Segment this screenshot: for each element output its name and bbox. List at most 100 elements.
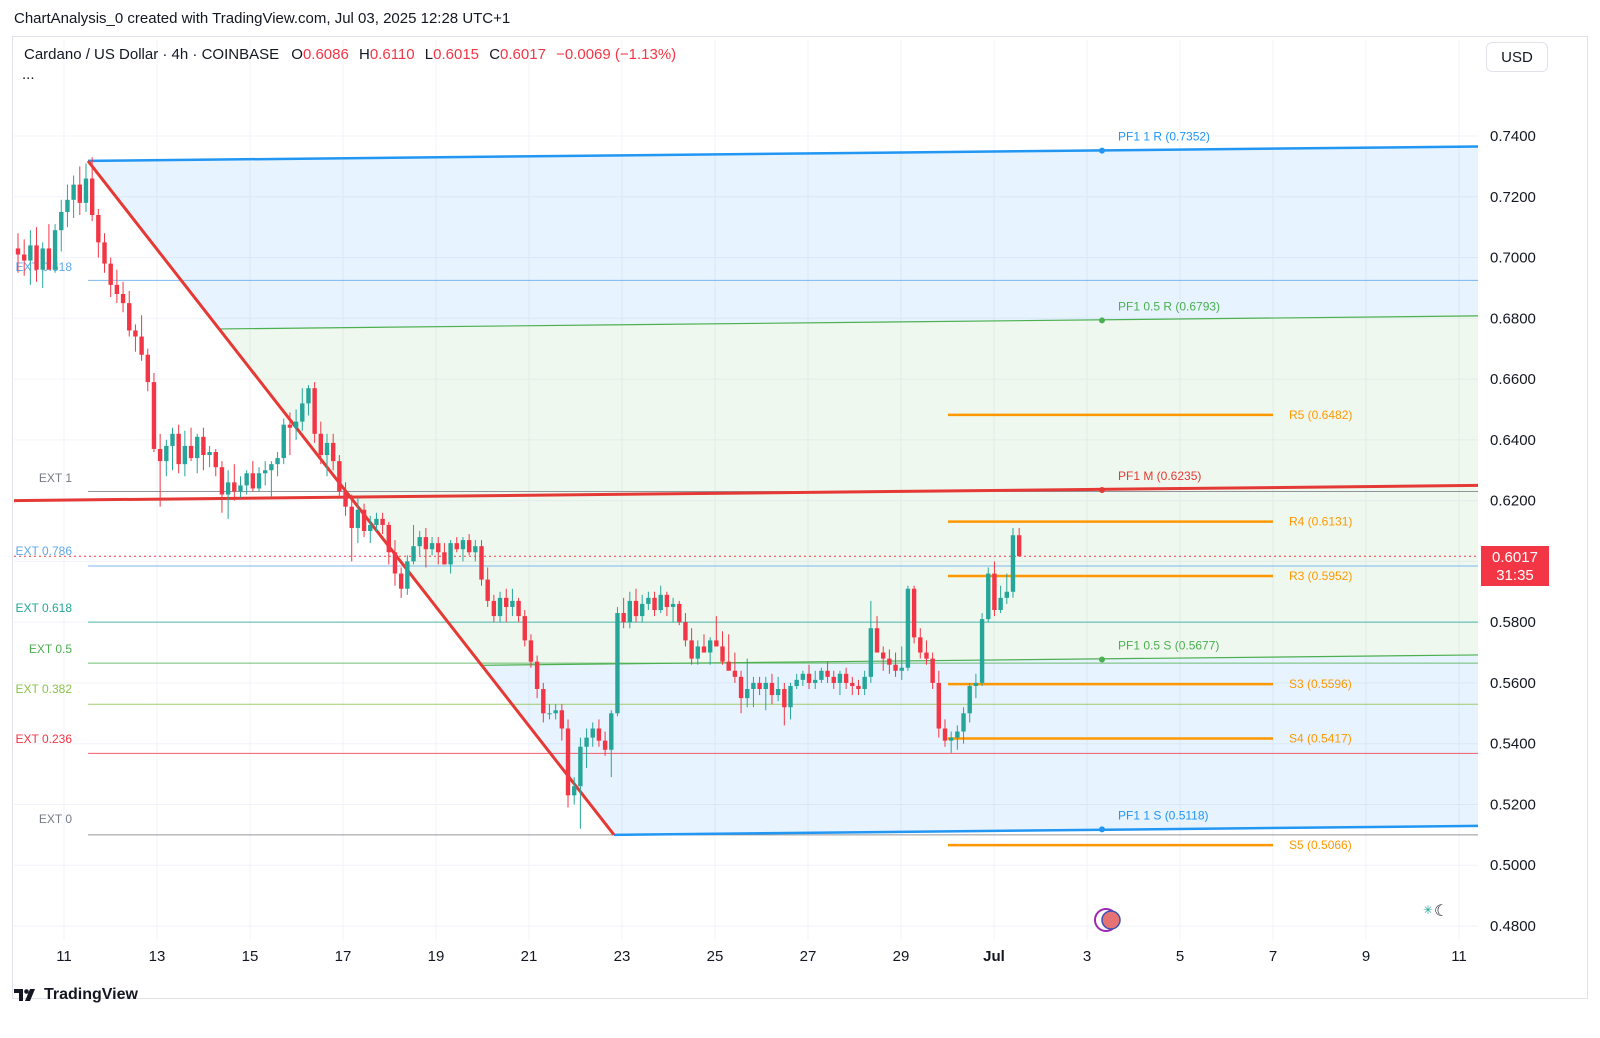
candle-body <box>942 728 948 741</box>
candle-body <box>522 616 527 641</box>
candle-body <box>837 673 843 683</box>
candle-body <box>182 445 188 465</box>
pitchfork-fills <box>88 146 1478 835</box>
candle-body <box>553 710 558 714</box>
pivot-level-label: S4 (0.5417) <box>1289 732 1352 746</box>
lower-zone-fill <box>480 654 1478 835</box>
candle-body <box>466 540 472 553</box>
candle-body <box>918 637 923 653</box>
candle-body <box>547 713 552 715</box>
candle-body <box>300 403 305 422</box>
candle-body <box>955 731 960 738</box>
price-tick-label: 0.6800 <box>1490 310 1536 327</box>
candle-body <box>164 445 169 462</box>
candle-body <box>398 573 404 589</box>
candle-body <box>176 433 181 465</box>
candle-body <box>21 254 27 261</box>
candle-body <box>83 178 89 203</box>
currency-button[interactable]: USD <box>1486 42 1548 72</box>
symbol-name: Cardano / US Dollar · 4h · COINBASE <box>24 46 280 63</box>
fib-extension-label: EXT 0 <box>39 812 72 826</box>
candle-body <box>806 673 812 683</box>
candle-body <box>250 473 256 489</box>
price-tick-label: 0.6600 <box>1490 371 1536 388</box>
fib-extension-label: EXT 0.236 <box>16 732 73 746</box>
candle-body <box>275 458 280 465</box>
candle-body <box>738 676 744 699</box>
candle-body <box>510 600 515 607</box>
pitchfork-level-label: PF1 1 S (0.5118) <box>1118 808 1209 822</box>
pivot-level-label: R4 (0.6131) <box>1289 515 1352 529</box>
pitchfork-anchor-dot <box>1099 656 1105 663</box>
candle-body <box>541 689 546 714</box>
candle-body <box>405 561 410 589</box>
candle-body <box>862 676 867 689</box>
candle-body <box>127 303 132 331</box>
time-tick-label: 27 <box>800 948 817 965</box>
candle-body <box>108 263 113 285</box>
candle-body <box>850 682 855 686</box>
candle-body <box>207 452 212 456</box>
candle-body <box>34 245 39 270</box>
candle-body <box>732 670 738 677</box>
credit-line: ChartAnalysis_0 created with TradingView… <box>14 10 511 27</box>
fib-extension-label: EXT 0.786 <box>16 544 73 558</box>
time-tick-label: 7 <box>1269 948 1277 965</box>
candle-body <box>28 245 33 261</box>
candle-body <box>337 461 342 492</box>
candle-body <box>330 442 336 462</box>
candle-body <box>646 597 651 604</box>
candle-body <box>368 524 373 531</box>
candle-body <box>967 685 972 714</box>
pitchfork-half-r-line <box>219 315 1479 330</box>
candle-body <box>788 685 793 708</box>
pivot-level-label: S5 (0.5066) <box>1289 838 1352 852</box>
candle-body <box>559 710 565 729</box>
last-price-box <box>1481 546 1549 586</box>
candle-body <box>318 433 324 456</box>
candle-body <box>843 673 849 683</box>
candle-body <box>936 682 942 729</box>
candle-body <box>324 442 330 456</box>
candle-body <box>658 594 663 610</box>
pitchfork-level-label: PF1 0.5 R (0.6793) <box>1118 299 1220 313</box>
candle-body <box>707 640 713 653</box>
more-options-button[interactable]: ... <box>22 66 35 83</box>
time-tick-label: 13 <box>149 948 166 965</box>
time-tick-label: 25 <box>707 948 724 965</box>
candle-body <box>40 248 45 270</box>
candle-body <box>633 600 639 617</box>
candle-body <box>139 336 144 355</box>
candle-body <box>417 537 422 547</box>
candle-body <box>102 242 107 264</box>
pivot-level-label: S3 (0.5596) <box>1289 677 1352 691</box>
candle-body <box>269 464 274 471</box>
candle-body <box>485 579 490 601</box>
candle-body <box>263 470 268 474</box>
candle-body <box>1016 535 1022 557</box>
candle-body <box>454 543 459 550</box>
candle-body <box>609 713 614 750</box>
candle-body <box>287 424 293 428</box>
pitchfork-anchor-dot <box>1099 147 1105 154</box>
candle-body <box>670 603 676 607</box>
candle-body <box>695 646 700 659</box>
tradingview-logo-icon <box>14 989 35 1001</box>
candle-body <box>874 628 880 653</box>
candle-body <box>306 388 311 404</box>
candle-body <box>534 661 540 689</box>
candle-body <box>905 588 911 668</box>
candle-body <box>281 424 286 459</box>
candle-body <box>516 600 521 617</box>
candle-body <box>349 506 354 528</box>
candle-body <box>256 473 262 489</box>
candle-body <box>782 689 787 708</box>
tradingview-logo[interactable]: TradingView <box>14 986 138 1004</box>
candle-body <box>188 445 194 459</box>
candle-body <box>726 661 731 671</box>
candle-body <box>133 330 138 337</box>
candle-body <box>201 436 206 456</box>
time-tick-label: 11 <box>1451 948 1467 965</box>
